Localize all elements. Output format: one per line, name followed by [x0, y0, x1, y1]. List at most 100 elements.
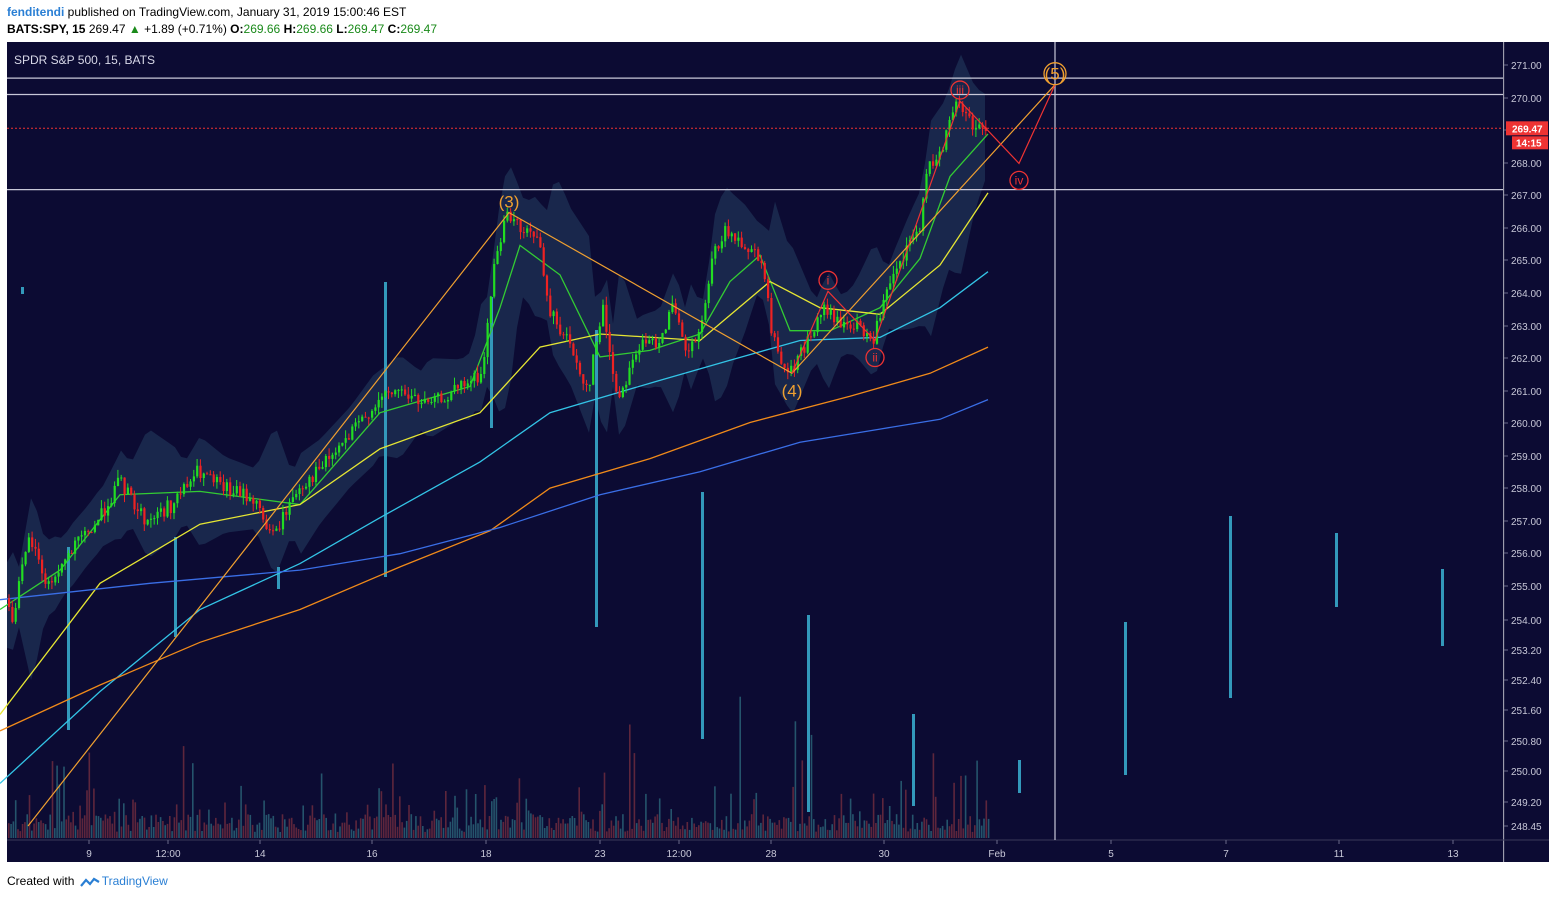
candle-body: [443, 401, 446, 403]
candle-body: [126, 487, 129, 495]
volume-bar: [182, 746, 185, 838]
candle-body: [529, 228, 532, 232]
volume-bar: [971, 831, 974, 838]
volume-bar: [369, 816, 371, 838]
volume-bar: [803, 823, 806, 838]
price-tick-label: 264.00: [1511, 289, 1542, 300]
volume-bar: [118, 798, 120, 838]
candle-body: [166, 500, 169, 517]
candle-body: [826, 304, 829, 315]
volume-bar: [640, 825, 643, 838]
candle-body: [199, 465, 202, 478]
volume-bar: [610, 820, 613, 838]
volume-bar: [550, 827, 553, 838]
volume-bar: [70, 822, 72, 838]
volume-bar: [746, 826, 748, 838]
candle-body: [258, 500, 261, 508]
volume-bar: [35, 818, 38, 838]
volume-bar: [359, 818, 362, 838]
high-value: 269.66: [296, 22, 333, 36]
candle-body: [209, 474, 212, 476]
candle-body: [460, 381, 463, 389]
volume-bar: [776, 824, 778, 838]
volume-bar: [162, 821, 164, 838]
volume-bar: [633, 753, 636, 838]
tradingview-brand[interactable]: TradingView: [101, 874, 168, 888]
volume-bar: [58, 784, 61, 838]
volume-bar: [707, 822, 709, 838]
candle-body: [578, 362, 582, 375]
candle-body: [496, 251, 499, 264]
volume-bar: [474, 794, 477, 838]
volume-bar: [891, 820, 893, 838]
candle-body: [417, 394, 420, 405]
volume-bar: [592, 819, 594, 838]
high-label: H:: [283, 22, 297, 36]
volume-bar: [136, 822, 139, 838]
volume-bar: [366, 804, 369, 838]
candle-body: [707, 283, 710, 304]
candle-body: [932, 161, 935, 166]
volume-bar: [826, 829, 829, 838]
volume-bar: [100, 817, 102, 838]
candle-body: [311, 476, 314, 482]
author-name[interactable]: fenditendi: [7, 5, 65, 19]
volume-bar: [635, 823, 638, 838]
volume-bar: [596, 831, 599, 838]
volume-bar: [74, 825, 77, 838]
open-label: O:: [230, 22, 244, 36]
volume-bar: [24, 822, 26, 838]
volume-bar: [63, 766, 65, 838]
candle-body: [93, 525, 96, 533]
volume-bar: [902, 827, 905, 838]
volume-profile-bar: [1124, 622, 1127, 775]
candle-body: [506, 211, 509, 221]
volume-bar: [355, 820, 357, 838]
volume-bar: [677, 817, 679, 838]
candle-body: [387, 391, 390, 393]
candle-body: [57, 572, 60, 577]
candle-body: [489, 296, 492, 323]
volume-bar: [645, 793, 647, 838]
volume-bar: [647, 819, 649, 838]
candle-body: [159, 508, 162, 512]
volume-bar: [284, 819, 286, 838]
price-axis-area[interactable]: [1504, 42, 1549, 862]
volume-bar: [21, 824, 24, 838]
candle-body: [446, 400, 450, 402]
plot-area[interactable]: [7, 42, 1503, 840]
volume-bar: [468, 825, 470, 838]
candle-body: [456, 384, 459, 389]
price-tick-label: 257.00: [1511, 517, 1542, 528]
volume-bar: [194, 830, 196, 838]
candle-body: [50, 581, 54, 583]
volume-bar: [656, 814, 659, 838]
volume-bar: [339, 826, 341, 838]
volume-bar: [944, 829, 946, 838]
candle-body: [140, 508, 143, 512]
volume-bar: [709, 823, 712, 838]
volume-bar: [810, 734, 813, 838]
volume-bar: [665, 827, 668, 838]
volume-bar: [8, 823, 10, 838]
candle-body: [552, 311, 555, 317]
volume-bar: [587, 822, 590, 838]
time-axis-area[interactable]: [7, 840, 1503, 862]
candle-body: [638, 349, 641, 355]
candle-body: [661, 333, 664, 343]
candle-body: [602, 304, 605, 327]
volume-bar: [813, 819, 815, 838]
candle-body: [90, 531, 93, 533]
candle-body: [727, 226, 730, 237]
candle-body: [427, 399, 430, 402]
price-tick-label: 270.00: [1511, 94, 1542, 105]
volume-bar: [47, 829, 49, 838]
candle-body: [189, 481, 192, 487]
candle-body: [116, 477, 120, 486]
candle-body: [149, 518, 153, 520]
volume-bar: [265, 814, 268, 838]
candle-body: [298, 488, 301, 494]
volume-bar: [157, 822, 160, 838]
volume-bar: [714, 786, 716, 838]
